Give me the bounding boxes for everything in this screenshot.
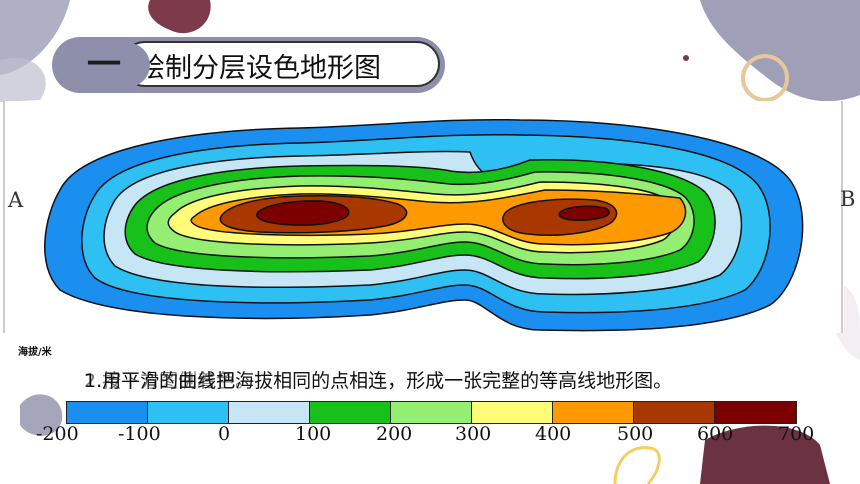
- decor-ring-top-right: [741, 54, 789, 102]
- decor-blob-top-left: [0, 0, 70, 75]
- decor-blob-bottom-right: [700, 425, 830, 484]
- legend-tick-label: 400: [535, 423, 572, 445]
- legend-swatch: [67, 402, 148, 423]
- color-legend: [66, 401, 797, 424]
- y-axis-unit: 海拔/米: [18, 347, 52, 358]
- label-a: A: [8, 188, 24, 212]
- instruction-2: 2.按下方图例着色。: [84, 370, 255, 392]
- legend-tick-label: 700: [778, 423, 815, 445]
- legend-tick-label: 500: [617, 423, 654, 445]
- decor-blob-top-right: [700, 0, 860, 102]
- decor-blob-bottom-left: [20, 394, 63, 436]
- decor-blob-top-left-2: [0, 58, 46, 102]
- legend-swatch: [391, 402, 472, 423]
- legend-swatch: [553, 402, 634, 423]
- section-number: 一: [58, 43, 150, 87]
- legend-swatch: [715, 402, 796, 423]
- contour-band-600: [256, 200, 610, 226]
- legend-swatch: [310, 402, 391, 423]
- legend-tick-label: 0: [218, 423, 231, 445]
- section-title-text: 绘制分层设色地形图: [138, 53, 381, 84]
- legend-tick-label: 100: [295, 423, 332, 445]
- decor-blob-top-center: [148, 0, 211, 34]
- legend-tick-label: 200: [376, 423, 413, 445]
- legend-swatch: [634, 402, 715, 423]
- instruction-1: 1.用平滑的曲线把海拔相同的点相连，形成一张完整的等高线地形图。: [84, 370, 673, 392]
- section-title-box: 绘制分层设色地形图: [122, 41, 440, 87]
- section-title: 绘制分层设色地形图 一: [52, 37, 445, 93]
- legend-tick-label: 300: [455, 423, 492, 445]
- label-b: B: [840, 187, 856, 211]
- legend-swatch: [472, 402, 553, 423]
- legend-tick-label: -200: [36, 423, 79, 445]
- legend-swatch: [229, 402, 310, 423]
- decor-swirl-bottom: [613, 446, 661, 484]
- legend-tick-label: -100: [118, 423, 161, 445]
- decor-dot: [683, 55, 689, 61]
- legend-swatch: [148, 402, 229, 423]
- legend-tick-label: 600: [697, 423, 734, 445]
